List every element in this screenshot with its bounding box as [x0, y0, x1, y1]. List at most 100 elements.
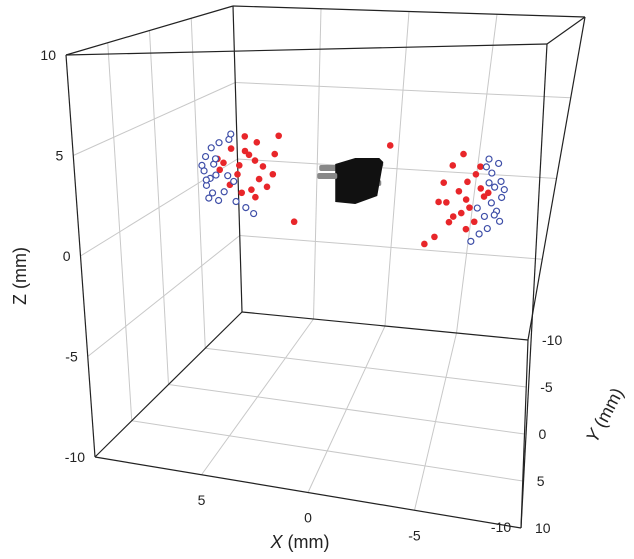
x-tick-label: -5	[408, 527, 421, 543]
box-edge	[94, 456, 522, 529]
z-tick-label: 5	[55, 148, 63, 164]
data-point-hollow	[201, 152, 210, 161]
box-edge	[241, 311, 529, 341]
data-point-filled	[251, 157, 259, 164]
data-point-hollow	[198, 161, 206, 169]
data-point-hollow	[488, 169, 496, 177]
data-point-filled	[477, 185, 485, 192]
data-point-filled	[449, 162, 457, 169]
data-point-hollow	[500, 186, 508, 194]
box-edge	[232, 5, 243, 313]
data-point-hollow	[208, 189, 217, 197]
data-points	[198, 130, 508, 248]
data-point-hollow	[220, 188, 228, 196]
data-point-filled	[252, 193, 259, 201]
data-point-hollow	[491, 183, 499, 191]
data-point-hollow	[212, 171, 220, 179]
data-point-hollow	[495, 217, 504, 225]
data-point-hollow	[224, 172, 232, 180]
data-point-filled	[440, 179, 448, 186]
data-point-hollow	[482, 163, 491, 171]
data-point-hollow	[475, 230, 483, 238]
data-point-filled	[421, 240, 428, 248]
data-point-filled	[477, 163, 484, 170]
data-point-hollow	[242, 203, 250, 212]
y-tick-label: -10	[542, 332, 562, 348]
data-point-hollow	[485, 179, 493, 187]
grid-line-floor-width	[168, 384, 525, 435]
axis-box-back	[65, 5, 586, 529]
data-point-hollow	[497, 177, 505, 186]
object-body	[335, 158, 384, 204]
z-tick-label: 10	[40, 47, 56, 63]
data-point-hollow	[250, 209, 258, 218]
data-point-filled	[457, 209, 465, 217]
data-point-filled	[253, 139, 261, 146]
box-edge	[65, 43, 548, 56]
box-edge	[232, 5, 586, 18]
data-point-filled	[235, 162, 243, 169]
data-point-filled	[271, 150, 279, 158]
grid-line-left-vertical	[190, 18, 206, 349]
object-pin	[317, 173, 338, 179]
data-point-hollow	[473, 204, 481, 212]
center-object	[317, 158, 384, 204]
data-point-hollow	[205, 194, 213, 202]
grid-line-back-horizontal	[237, 158, 557, 179]
data-point-filled	[241, 133, 249, 140]
data-point-filled	[462, 196, 470, 203]
data-point-filled	[472, 171, 480, 178]
data-point-hollow	[214, 196, 223, 205]
data-point-hollow	[207, 144, 215, 152]
data-point-filled	[255, 175, 263, 183]
data-point-filled	[269, 170, 277, 178]
box-edge	[65, 54, 96, 458]
x-axis-title: X (mm)	[270, 532, 330, 552]
data-point-filled	[460, 150, 467, 158]
data-point-hollow	[227, 130, 235, 138]
z-tick-label: 0	[63, 248, 71, 264]
data-point-filled	[464, 178, 471, 186]
data-point-filled	[234, 171, 241, 178]
y-tick-label: 10	[535, 520, 551, 536]
data-point-filled	[435, 198, 442, 206]
x-axis-unit: (mm)	[283, 532, 330, 552]
data-point-filled	[263, 183, 271, 191]
data-point-filled	[248, 186, 255, 193]
x-tick-label: 0	[304, 510, 312, 526]
box-edge	[546, 16, 586, 45]
grid-line-floor-depth	[414, 332, 457, 511]
data-point-hollow	[230, 177, 238, 186]
grid-lines	[73, 8, 571, 511]
data-point-filled	[449, 213, 457, 220]
tick-labels: 10 5 0 -5 -10 5 0 -5 -10 -10 -5 0 5 10	[40, 47, 562, 543]
data-point-filled	[462, 225, 470, 233]
x-tick-label: 5	[198, 492, 206, 508]
y-tick-label: 5	[537, 473, 545, 489]
data-point-hollow	[490, 211, 498, 219]
data-point-filled	[480, 193, 488, 200]
box-edge	[527, 16, 586, 341]
data-point-hollow	[498, 193, 506, 202]
data-point-hollow	[202, 176, 210, 184]
data-point-filled	[443, 199, 450, 206]
data-point-filled	[245, 151, 253, 159]
y-axis-unit: (mm)	[588, 384, 628, 435]
data-point-filled	[455, 187, 463, 195]
data-point-hollow	[215, 139, 223, 147]
x-tick-label: -10	[491, 519, 511, 535]
data-point-filled	[275, 132, 282, 140]
data-point-filled	[484, 189, 492, 197]
grid-line-floor-width	[205, 347, 527, 388]
data-point-filled	[445, 218, 453, 226]
data-point-filled	[386, 142, 394, 149]
data-point-filled	[216, 166, 224, 174]
data-point-filled	[238, 189, 246, 197]
data-point-hollow	[467, 237, 475, 245]
y-tick-label: -5	[540, 379, 553, 395]
z-tick-label: -5	[65, 349, 78, 365]
data-point-hollow	[480, 212, 489, 221]
data-point-hollow	[485, 155, 493, 163]
data-point-filled	[466, 204, 473, 211]
